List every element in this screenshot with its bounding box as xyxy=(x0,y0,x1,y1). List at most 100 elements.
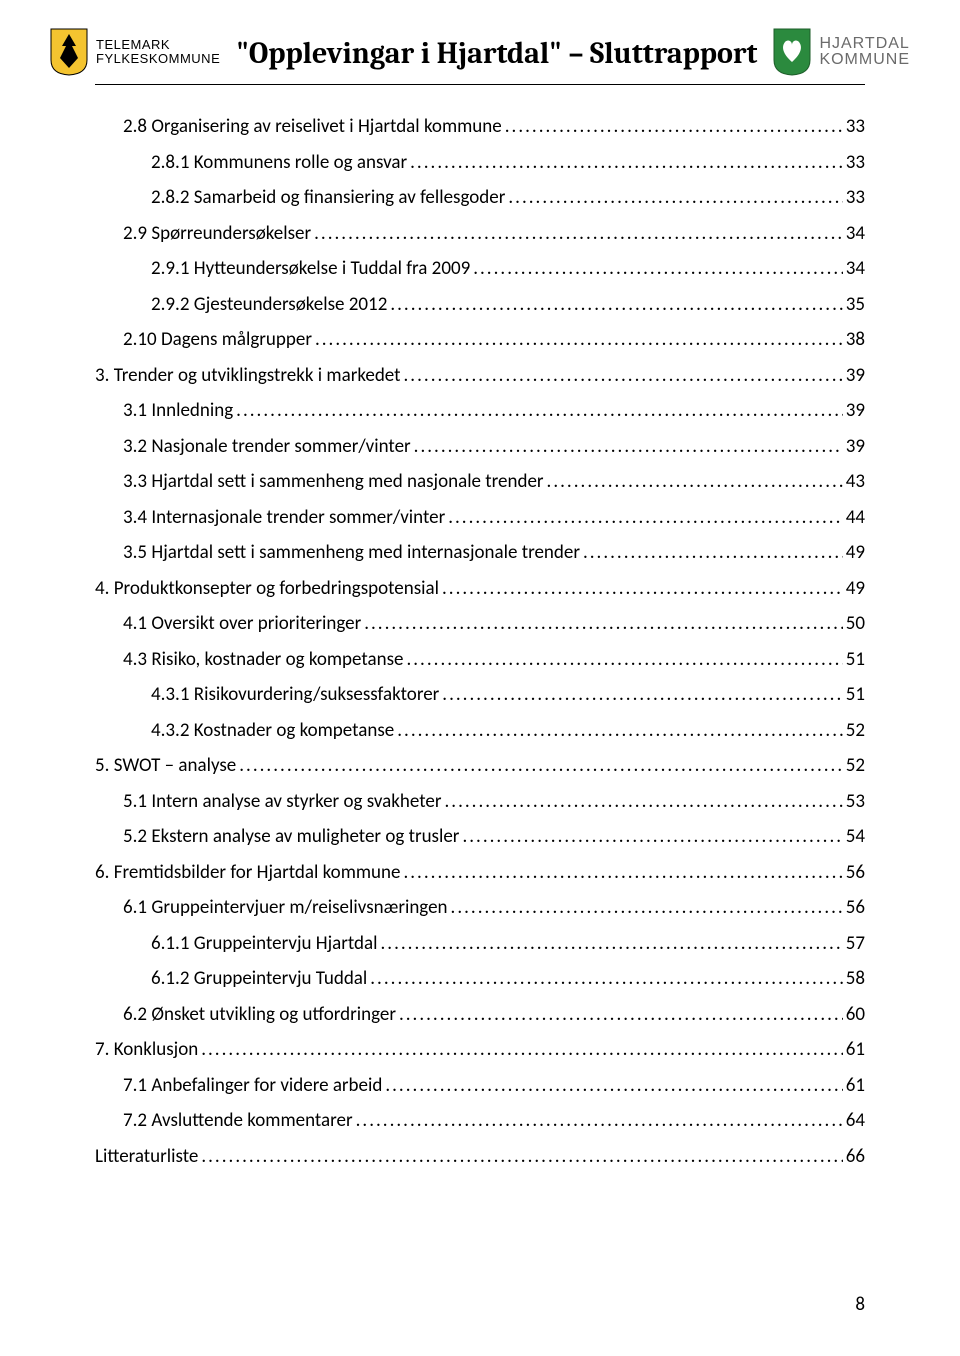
toc-entry-label: 7. Konklusjon xyxy=(95,1038,198,1061)
toc-leader-dots xyxy=(445,790,843,813)
toc-leader-dots xyxy=(403,861,842,884)
toc-leader-dots xyxy=(397,719,843,742)
toc-entry: 3.2 Nasjonale trender sommer/vinter 39 xyxy=(95,435,865,458)
toc-entry-label: 6. Fremtidsbilder for Hjartdal kommune xyxy=(95,861,400,884)
toc-entry: 2.9.2 Gjesteundersøkelse 2012 35 xyxy=(95,293,865,316)
toc-entry: 3.5 Hjartdal sett i sammenheng med inter… xyxy=(95,541,865,564)
toc-entry-label: 5.2 Ekstern analyse av muligheter og tru… xyxy=(123,825,459,848)
toc-entry-page: 66 xyxy=(846,1145,865,1168)
toc-entry-page: 61 xyxy=(846,1038,865,1061)
toc-entry: 4.3 Risiko, kostnader og kompetanse 51 xyxy=(95,648,865,671)
toc-entry-label: 4.3 Risiko, kostnader og kompetanse xyxy=(123,648,403,671)
toc-entry-page: 52 xyxy=(846,754,865,777)
toc-entry: 2.8.1 Kommunens rolle og ansvar 33 xyxy=(95,151,865,174)
toc-entry-page: 39 xyxy=(846,364,865,387)
toc-leader-dots xyxy=(442,577,843,600)
toc-entry-label: 6.1 Gruppeintervjuer m/reiselivsnæringen xyxy=(123,896,448,919)
toc-leader-dots xyxy=(442,683,842,706)
toc-entry: 3. Trender og utviklingstrekk i markedet… xyxy=(95,364,865,387)
toc-leader-dots xyxy=(236,399,843,422)
hjartdal-crest-icon xyxy=(773,28,811,76)
toc-entry-label: 6.2 Ønsket utvikling og utfordringer xyxy=(123,1003,396,1026)
toc-entry: 4.1 Oversikt over prioriteringer 50 xyxy=(95,612,865,635)
document-title: "Opplevingar i Hjartdal" – Sluttrapport xyxy=(236,36,757,71)
toc-entry-page: 54 xyxy=(846,825,865,848)
toc-leader-dots xyxy=(315,328,843,351)
toc-entry-label: 2.9.2 Gjesteundersøkelse 2012 xyxy=(151,293,387,316)
toc-entry-page: 58 xyxy=(846,967,865,990)
toc-entry: 7. Konklusjon 61 xyxy=(95,1038,865,1061)
toc-leader-dots xyxy=(448,506,843,529)
telemark-crest-icon xyxy=(50,28,88,76)
toc-entry: 7.1 Anbefalinger for videre arbeid 61 xyxy=(95,1074,865,1097)
toc-entry: 2.8 Organisering av reiselivet i Hjartda… xyxy=(95,115,865,138)
toc-content: 2.8 Organisering av reiselivet i Hjartda… xyxy=(0,85,960,1168)
toc-entry-page: 51 xyxy=(846,683,865,706)
telemark-text: TELEMARK FYLKESKOMMUNE xyxy=(96,38,220,65)
toc-leader-dots xyxy=(380,932,842,955)
toc-entry: 3.4 Internasjonale trender sommer/vinter… xyxy=(95,506,865,529)
toc-entry-page: 33 xyxy=(846,115,865,138)
toc-entry-page: 33 xyxy=(846,151,865,174)
toc-entry-label: 3.2 Nasjonale trender sommer/vinter xyxy=(123,435,411,458)
toc-entry: 6.2 Ønsket utvikling og utfordringer 60 xyxy=(95,1003,865,1026)
toc-entry-label: 2.9.1 Hytteundersøkelse i Tuddal fra 200… xyxy=(151,257,470,280)
toc-entry: Litteraturliste 66 xyxy=(95,1145,865,1168)
toc-entry-page: 56 xyxy=(846,861,865,884)
toc-leader-dots xyxy=(364,612,843,635)
toc-entry-label: 2.9 Spørreundersøkelser xyxy=(123,222,311,245)
toc-leader-dots xyxy=(404,364,843,387)
toc-leader-dots xyxy=(239,754,842,777)
toc-entry: 4. Produktkonsepter og forbedringspotens… xyxy=(95,577,865,600)
toc-entry-label: 5.1 Intern analyse av styrker og svakhet… xyxy=(123,790,442,813)
hjartdal-logo-block: HJARTDAL KOMMUNE xyxy=(773,28,910,76)
toc-entry-label: 3.5 Hjartdal sett i sammenheng med inter… xyxy=(123,541,580,564)
toc-leader-dots xyxy=(314,222,843,245)
toc-leader-dots xyxy=(370,967,842,990)
toc-leader-dots xyxy=(406,648,842,671)
toc-entry: 6.1.1 Gruppeintervju Hjartdal 57 xyxy=(95,932,865,955)
toc-entry-label: 3. Trender og utviklingstrekk i markedet xyxy=(95,364,401,387)
toc-leader-dots xyxy=(385,1074,842,1097)
toc-entry-page: 61 xyxy=(846,1074,865,1097)
toc-entry-label: 6.1.1 Gruppeintervju Hjartdal xyxy=(151,932,377,955)
toc-entry: 2.9 Spørreundersøkelser 34 xyxy=(95,222,865,245)
toc-entry-page: 49 xyxy=(846,541,865,564)
toc-entry: 3.1 Innledning 39 xyxy=(95,399,865,422)
toc-entry: 4.3.2 Kostnader og kompetanse 52 xyxy=(95,719,865,742)
hjartdal-text: HJARTDAL KOMMUNE xyxy=(819,36,910,68)
telemark-logo-block: TELEMARK FYLKESKOMMUNE xyxy=(50,28,220,76)
toc-leader-dots xyxy=(399,1003,843,1026)
toc-entry-page: 56 xyxy=(846,896,865,919)
toc-entry-page: 34 xyxy=(846,257,865,280)
toc-entry-label: 4.3.2 Kostnader og kompetanse xyxy=(151,719,394,742)
toc-leader-dots xyxy=(356,1109,843,1132)
toc-entry-page: 43 xyxy=(846,470,865,493)
toc-entry: 2.9.1 Hytteundersøkelse i Tuddal fra 200… xyxy=(95,257,865,280)
toc-entry-label: Litteraturliste xyxy=(95,1145,198,1168)
toc-leader-dots xyxy=(508,186,842,209)
page-header: TELEMARK FYLKESKOMMUNE "Opplevingar i Hj… xyxy=(0,0,960,84)
toc-leader-dots xyxy=(583,541,843,564)
toc-entry-label: 6.1.2 Gruppeintervju Tuddal xyxy=(151,967,367,990)
toc-entry: 2.8.2 Samarbeid og finansiering av felle… xyxy=(95,186,865,209)
toc-leader-dots xyxy=(410,151,843,174)
toc-entry: 5.1 Intern analyse av styrker og svakhet… xyxy=(95,790,865,813)
toc-entry: 5.2 Ekstern analyse av muligheter og tru… xyxy=(95,825,865,848)
toc-entry-page: 34 xyxy=(846,222,865,245)
toc-entry-label: 3.3 Hjartdal sett i sammenheng med nasjo… xyxy=(123,470,544,493)
toc-entry-page: 44 xyxy=(846,506,865,529)
toc-entry-label: 3.1 Innledning xyxy=(123,399,233,422)
toc-leader-dots xyxy=(390,293,842,316)
toc-entry: 4.3.1 Risikovurdering/suksessfaktorer 51 xyxy=(95,683,865,706)
toc-leader-dots xyxy=(505,115,843,138)
toc-entry-label: 4. Produktkonsepter og forbedringspotens… xyxy=(95,577,439,600)
toc-entry-label: 2.8 Organisering av reiselivet i Hjartda… xyxy=(123,115,502,138)
toc-entry-label: 4.1 Oversikt over prioriteringer xyxy=(123,612,361,635)
toc-leader-dots xyxy=(201,1038,843,1061)
toc-entry-label: 7.2 Avsluttende kommentarer xyxy=(123,1109,353,1132)
page-number: 8 xyxy=(855,1293,865,1316)
telemark-line2: FYLKESKOMMUNE xyxy=(96,52,220,66)
toc-leader-dots xyxy=(414,435,843,458)
toc-entry-page: 50 xyxy=(846,612,865,635)
